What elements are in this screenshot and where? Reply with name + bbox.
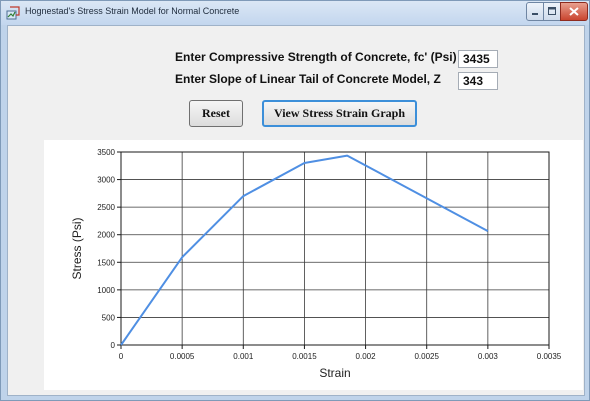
app-icon — [6, 6, 20, 20]
stress-strain-line — [120, 154, 489, 346]
y-tick-label: 3500 — [97, 148, 115, 157]
plot-area — [120, 151, 550, 346]
chart-svg: 0 0.0005 0.001 0.0015 0.002 0.0025 0.003 0.0035… — [70, 148, 562, 380]
y-tick-label: 500 — [102, 313, 116, 322]
y-tick-label: 1500 — [97, 258, 115, 267]
y-tick-label: 2500 — [97, 203, 115, 212]
y-tick-label: 2000 — [97, 231, 115, 240]
x-axis-label: Strain — [319, 366, 350, 380]
y-tick-label: 1000 — [97, 286, 115, 295]
z-input[interactable]: 343 — [458, 72, 498, 90]
close-button[interactable] — [560, 2, 588, 21]
minimize-button[interactable] — [526, 2, 544, 21]
maximize-button[interactable] — [543, 2, 561, 21]
z-label: Enter Slope of Linear Tail of Concrete M… — [175, 72, 441, 86]
fc-label: Enter Compressive Strength of Concrete, … — [175, 50, 457, 64]
minimize-icon — [532, 13, 538, 15]
x-tick-label: 0.001 — [233, 352, 254, 361]
title-bar: Hognestad's Stress Strain Model for Norm… — [1, 1, 589, 25]
y-axis-label: Stress (Psi) — [70, 217, 84, 279]
stress-strain-chart: 0 0.0005 0.001 0.0015 0.002 0.0025 0.003 0.0035… — [44, 140, 583, 390]
reset-button[interactable]: Reset — [189, 100, 243, 127]
x-tick-label: 0.0035 — [537, 352, 562, 361]
x-tick-label: 0.0005 — [170, 352, 195, 361]
view-graph-button[interactable]: View Stress Strain Graph — [262, 100, 417, 127]
x-tick-label: 0.002 — [356, 352, 377, 361]
x-tick-label: 0.0025 — [414, 352, 439, 361]
window-title: Hognestad's Stress Strain Model for Norm… — [25, 6, 240, 16]
x-tick-label: 0.0015 — [292, 352, 317, 361]
y-tick-label: 0 — [111, 341, 116, 350]
close-icon — [569, 7, 579, 16]
fc-input[interactable]: 3435 — [458, 50, 498, 68]
x-tick-label: 0 — [119, 352, 124, 361]
x-tick-label: 0.003 — [478, 352, 499, 361]
y-tick-label: 3000 — [97, 176, 115, 185]
maximize-icon — [548, 7, 556, 15]
